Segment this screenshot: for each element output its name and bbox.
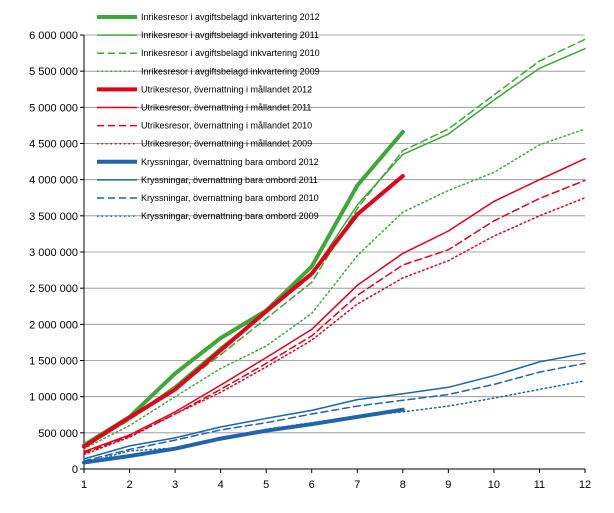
x-tick-label: 8 <box>400 479 406 491</box>
y-tick-label: 5 500 000 <box>29 66 78 78</box>
y-tick-label: 5 000 000 <box>29 102 78 114</box>
legend-label: Kryssningar, övernattning bara ombord 20… <box>141 211 319 221</box>
legend-label: Utrikesresor, övernattning i mållandet 2… <box>141 103 311 113</box>
x-tick-label: 1 <box>81 479 87 491</box>
x-tick-label: 2 <box>126 479 132 491</box>
series-line <box>82 174 405 449</box>
y-tick-label: 6 000 000 <box>29 30 78 42</box>
x-tick-label: 11 <box>534 479 545 491</box>
series-line <box>83 352 586 460</box>
series-line <box>83 128 586 450</box>
x-tick-label: 5 <box>263 479 269 491</box>
series-line <box>82 407 405 465</box>
series-line <box>83 179 586 454</box>
x-tick-label: 4 <box>218 479 224 491</box>
y-tick-label: 4 000 000 <box>29 175 78 187</box>
x-tick-label: 6 <box>309 479 315 491</box>
axes: 0 500 000 1 000 000 1 500 000 2 000 000 2 500… <box>29 30 591 491</box>
y-tick-label: 2 500 000 <box>29 283 78 295</box>
x-tick-label: 3 <box>172 479 178 491</box>
series-line <box>83 157 586 453</box>
x-tick-label: 9 <box>445 479 451 491</box>
y-tick-label: 3 000 000 <box>29 247 78 259</box>
y-tick-label: 1 500 000 <box>29 356 78 368</box>
y-tick-label: 4 500 000 <box>29 139 78 151</box>
legend-label: Kryssningar, övernattning bara ombord 20… <box>141 193 319 203</box>
legend-label: Inrikesresor i avgiftsbelagd inkvarterin… <box>141 48 320 58</box>
x-tick-label: 12 <box>579 479 591 491</box>
y-tick-label: 1 000 000 <box>29 392 78 404</box>
legend-label: Kryssningar, övernattning bara ombord 20… <box>141 157 319 167</box>
legend-label: Utrikesresor, övernattning i mållandet 2… <box>141 139 312 149</box>
legend-label: Inrikesresor i avgiftsbelagd inkvarterin… <box>141 30 319 40</box>
legend: Inrikesresor i avgiftsbelagd inkvarterin… <box>97 12 320 221</box>
series-line <box>83 197 586 456</box>
legend-label: Inrikesresor i avgiftsbelagd inkvarterin… <box>141 12 320 22</box>
y-tick-label: 3 500 000 <box>29 211 78 223</box>
y-tick-label: 0 <box>72 464 78 476</box>
y-tick-label: 500 000 <box>38 428 78 440</box>
legend-label: Utrikesresor, övernattning i mållandet 2… <box>141 121 312 131</box>
series-line <box>83 362 586 462</box>
legend-label: Inrikesresor i avgiftsbelagd inkvarterin… <box>141 66 320 76</box>
y-tick-label: 2 000 000 <box>29 319 78 331</box>
legend-label: Utrikesresor, övernattning i mållandet 2… <box>141 84 312 94</box>
series-line <box>83 47 586 447</box>
x-tick-label: 10 <box>488 479 500 491</box>
series-lines <box>82 38 586 465</box>
x-tick-label: 7 <box>354 479 360 491</box>
series-line <box>82 129 405 448</box>
gridlines <box>84 34 585 434</box>
legend-label: Kryssningar, övernattning bara ombord 20… <box>141 175 318 185</box>
